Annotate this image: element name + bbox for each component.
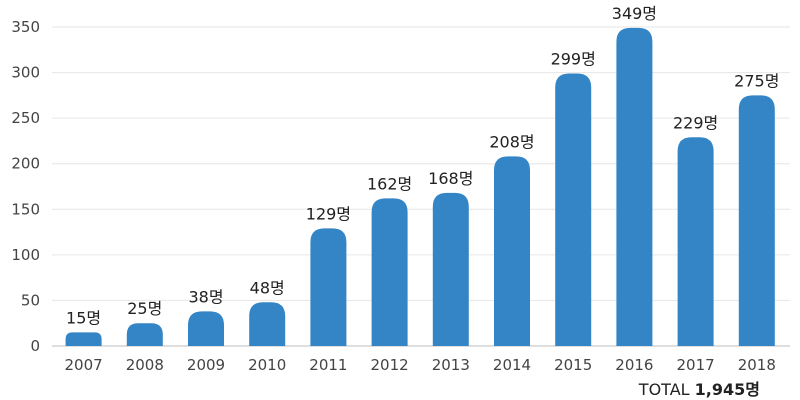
- y-axis-ticks: 0 50 100 150 200 250 300 350: [11, 18, 40, 355]
- bar-2016: [616, 27, 653, 346]
- bar-2007: [65, 332, 102, 346]
- y-tick-label: 0: [30, 337, 40, 355]
- data-label-2012: 162명: [367, 174, 412, 193]
- data-label-2010: 48명: [250, 278, 285, 297]
- x-tick-label-2008: 2008: [126, 356, 164, 374]
- bar-2011: [310, 228, 347, 346]
- bar-2009: [188, 311, 224, 346]
- bars: [65, 27, 775, 347]
- x-tick-label-2011: 2011: [309, 356, 347, 374]
- data-label-2008: 25명: [127, 299, 162, 318]
- data-label-2017: 229명: [673, 113, 718, 132]
- bar-2017: [677, 137, 714, 346]
- y-tick-label: 200: [11, 155, 40, 173]
- data-labels: 15명 25명 38명 48명 129명 162명 168명 208명 299명 349명 229명…: [66, 4, 779, 327]
- y-tick-label: 250: [11, 109, 40, 127]
- bar-2010: [249, 302, 286, 346]
- data-label-2013: 168명: [428, 169, 473, 188]
- total-label: TOTAL: [638, 380, 690, 399]
- bar-2008: [126, 323, 163, 346]
- bar-2012: [371, 198, 408, 346]
- data-label-2018: 275명: [734, 71, 779, 90]
- x-tick-label-2015: 2015: [554, 356, 592, 374]
- bar-2015: [555, 73, 592, 347]
- y-tick-label: 350: [11, 18, 40, 36]
- x-tick-label-2014: 2014: [493, 356, 531, 374]
- y-tick-label: 100: [11, 246, 40, 264]
- bar-2018: [738, 95, 775, 346]
- total-summary: TOTAL 1,945명: [639, 376, 760, 400]
- gridlines: [52, 26, 790, 347]
- y-tick-label: 150: [11, 200, 40, 218]
- data-label-2016: 349명: [612, 4, 657, 23]
- y-tick-label: 300: [11, 64, 40, 82]
- x-tick-label-2012: 2012: [371, 356, 409, 374]
- data-label-2015: 299명: [551, 49, 596, 68]
- x-tick-label-2007: 2007: [65, 356, 103, 374]
- x-axis-ticks: 2007 2008 2009 2010 2011 2012 2013 2014 2015 2016…: [65, 356, 776, 374]
- x-tick-label-2016: 2016: [615, 356, 653, 374]
- data-label-2009: 38명: [188, 287, 223, 306]
- data-label-2011: 129명: [306, 204, 351, 223]
- data-label-2007: 15명: [66, 308, 101, 327]
- bar-2013: [432, 192, 469, 346]
- x-tick-label-2009: 2009: [187, 356, 225, 374]
- x-tick-label-2013: 2013: [432, 356, 470, 374]
- y-tick-label: 50: [21, 291, 40, 309]
- total-value: 1,945명: [694, 380, 760, 399]
- x-tick-label-2017: 2017: [677, 356, 715, 374]
- bar-2014: [494, 156, 530, 346]
- x-tick-label-2018: 2018: [738, 356, 776, 374]
- x-tick-label-2010: 2010: [248, 356, 286, 374]
- data-label-2014: 208명: [489, 132, 534, 151]
